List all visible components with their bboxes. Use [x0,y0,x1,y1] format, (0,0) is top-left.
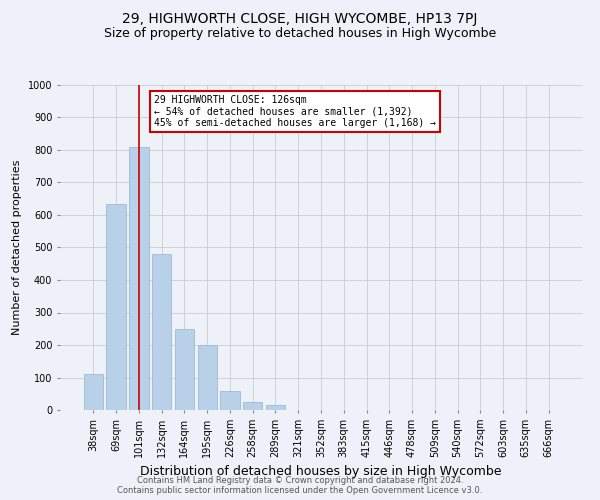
Bar [106,204,126,410]
X-axis label: Distribution of detached houses by size in High Wycombe: Distribution of detached houses by size … [140,466,502,478]
Text: Size of property relative to detached houses in High Wycombe: Size of property relative to detached ho… [104,28,496,40]
Bar [243,402,262,410]
Text: 29, HIGHWORTH CLOSE, HIGH WYCOMBE, HP13 7PJ: 29, HIGHWORTH CLOSE, HIGH WYCOMBE, HP13 … [122,12,478,26]
Bar [129,146,149,410]
Bar [266,405,285,410]
Bar [175,329,194,410]
Bar [220,390,239,410]
Bar [84,374,103,410]
Bar [197,345,217,410]
Text: Contains HM Land Registry data © Crown copyright and database right 2024.
Contai: Contains HM Land Registry data © Crown c… [118,476,482,495]
Y-axis label: Number of detached properties: Number of detached properties [13,160,22,335]
Text: 29 HIGHWORTH CLOSE: 126sqm
← 54% of detached houses are smaller (1,392)
45% of s: 29 HIGHWORTH CLOSE: 126sqm ← 54% of deta… [154,94,436,128]
Bar [152,254,172,410]
